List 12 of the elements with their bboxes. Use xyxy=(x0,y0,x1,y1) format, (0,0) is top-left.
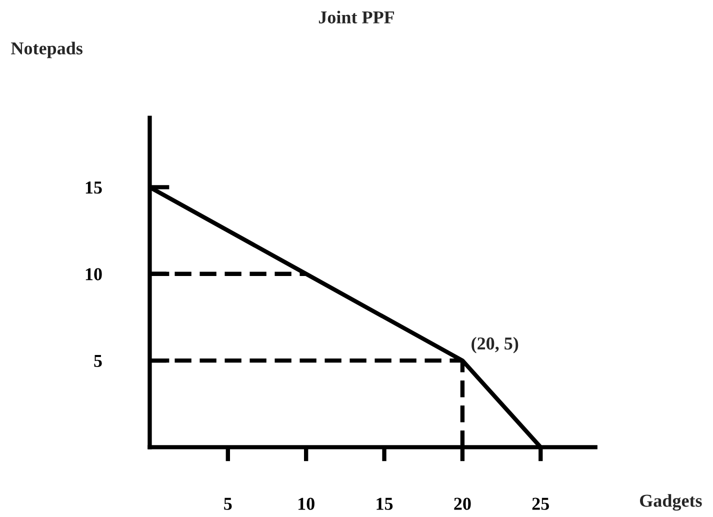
y-tick-label: 15 xyxy=(86,182,102,194)
x-tick-label: 10 xyxy=(298,498,314,510)
y-axis-title: Notepads xyxy=(11,42,82,58)
x-tick-label: 25 xyxy=(532,498,549,510)
x-tick-label: 20 xyxy=(454,498,471,510)
y-tick-label: 10 xyxy=(86,268,102,280)
y-tick-label: 5 xyxy=(94,354,102,367)
chart-title: Joint PPF xyxy=(318,10,394,24)
x-tick-label: 15 xyxy=(376,498,393,510)
annotation: (20, 5) xyxy=(472,336,518,354)
x-tick-label: 5 xyxy=(224,498,232,510)
x-axis-title: Gadgets xyxy=(640,494,702,511)
